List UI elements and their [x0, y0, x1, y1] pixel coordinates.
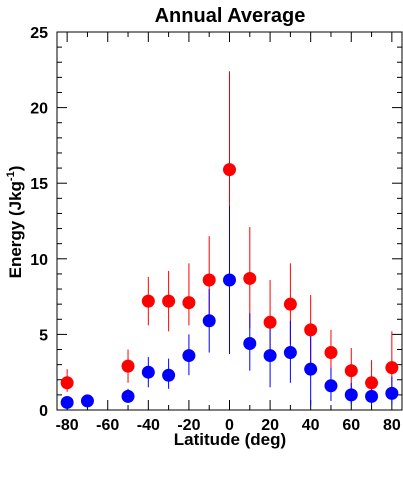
- data-point: [304, 362, 318, 376]
- data-point: [223, 273, 236, 287]
- data-point: [385, 361, 399, 375]
- x-tick-label: 60: [342, 417, 360, 434]
- data-point: [365, 376, 379, 390]
- y-tick-label: 5: [39, 327, 48, 344]
- x-tick-label: -80: [56, 417, 79, 434]
- data-point: [283, 297, 297, 311]
- data-point: [324, 379, 338, 393]
- y-axis-title-main: Energy (Jkg: [6, 181, 25, 278]
- x-tick-label: -20: [177, 417, 200, 434]
- x-tick-label: 20: [261, 417, 279, 434]
- y-tick-label: 0: [39, 403, 48, 420]
- x-tick-label: 80: [383, 417, 401, 434]
- data-point: [243, 336, 257, 350]
- data-point: [344, 364, 358, 378]
- data-point: [385, 386, 399, 400]
- x-axis-label: Latitude (deg): [174, 430, 286, 449]
- data-point: [141, 294, 155, 308]
- data-point: [182, 349, 196, 363]
- y-tick-label: 25: [30, 25, 48, 42]
- data-point: [304, 323, 318, 337]
- data-point: [80, 394, 94, 408]
- plot-area: -80 -60 -40 -20 0 20 40 60 80 0 5 10 15 20 25: [30, 25, 403, 434]
- y-axis-title-sup: -1: [5, 171, 17, 181]
- x-tick-label: -60: [96, 417, 119, 434]
- x-tick-label: 40: [302, 417, 320, 434]
- data-point: [60, 395, 74, 409]
- data-point: [162, 294, 176, 308]
- data-point: [121, 359, 135, 373]
- data-point: [182, 296, 196, 310]
- data-point: [243, 271, 257, 285]
- data-point: [223, 163, 236, 177]
- chart-title: Annual Average: [155, 5, 306, 27]
- data-point: [60, 376, 74, 390]
- data-point: [365, 389, 379, 403]
- y-axis-label: Energy (Jkg-1): [5, 166, 25, 279]
- x-tick-label: -40: [137, 417, 160, 434]
- data-point: [324, 346, 338, 360]
- y-tick-label: 20: [30, 101, 48, 118]
- data-point: [202, 314, 216, 328]
- x-axis-title: Latitude (deg): [174, 430, 286, 449]
- data-point: [263, 349, 277, 363]
- data-point: [162, 368, 176, 382]
- y-axis-title: Energy (Jkg-1): [5, 166, 25, 279]
- data-point: [141, 365, 155, 379]
- data-point: [263, 315, 277, 329]
- x-tick-label: 0: [225, 417, 234, 434]
- data-point: [121, 389, 135, 403]
- y-axis-title-close: ): [6, 166, 25, 172]
- y-tick-label: 10: [30, 252, 48, 269]
- data-point: [283, 346, 297, 360]
- data-point: [202, 273, 216, 287]
- y-tick-label: 15: [30, 176, 48, 193]
- data-point: [344, 388, 358, 402]
